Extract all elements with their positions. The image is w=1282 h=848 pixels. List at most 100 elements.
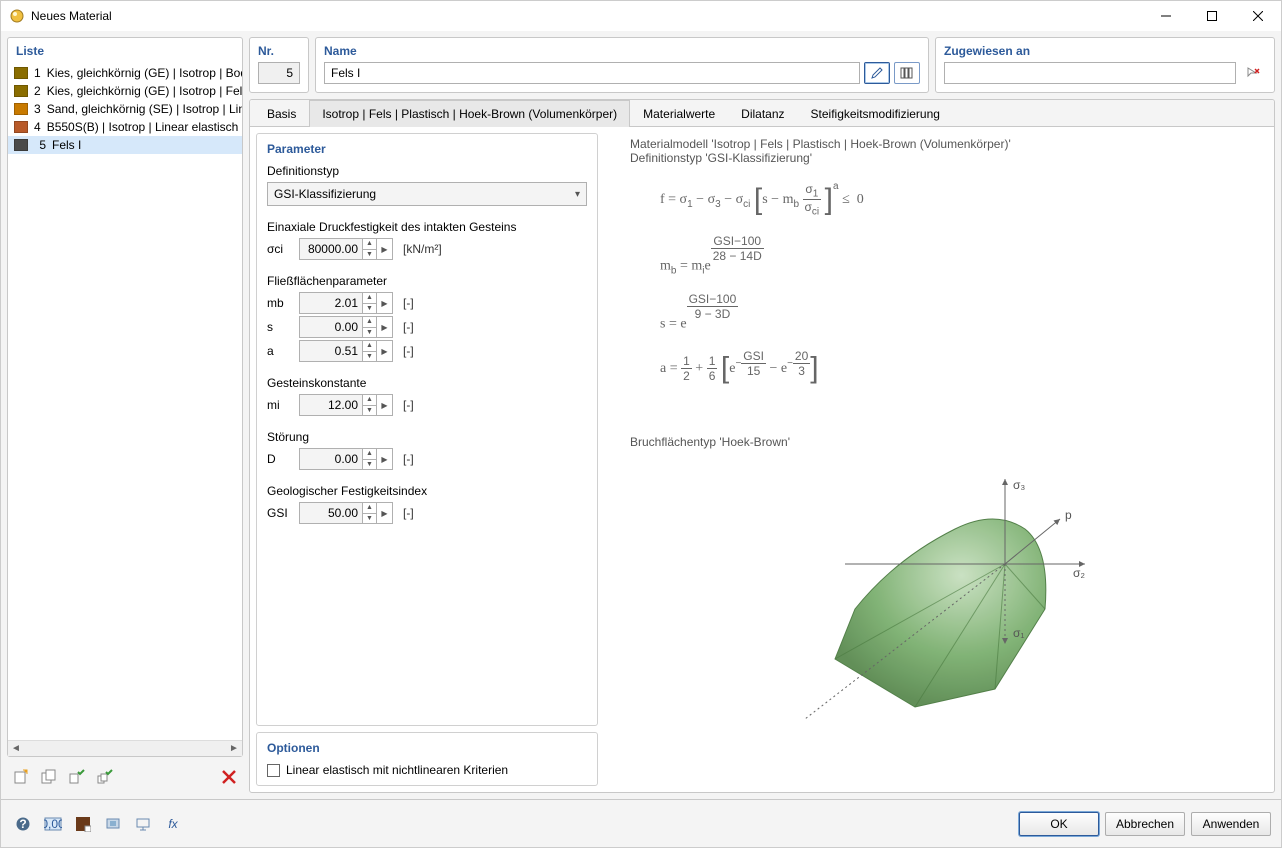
scroll-right-icon[interactable]: ►	[226, 741, 242, 757]
sigma-ci-step-button[interactable]: ▶	[377, 238, 393, 260]
list-item[interactable]: 2 Kies, gleichkörnig (GE) | Isotrop | Fe…	[8, 82, 242, 100]
assigned-label: Zugewiesen an	[944, 44, 1266, 58]
mi-unit: [-]	[403, 398, 414, 412]
parameter-panel: Parameter Definitionstyp GSI-Klassifizie…	[256, 133, 598, 726]
list-item[interactable]: 3 Sand, gleichkörnig (SE) | Isotrop | Li…	[8, 100, 242, 118]
sigma-ci-unit: [kN/m²]	[403, 242, 442, 256]
gsi-step-button[interactable]: ▶	[377, 502, 393, 524]
material-list[interactable]: 1 Kies, gleichkörnig (GE) | Isotrop | Bo…	[8, 64, 242, 740]
mi-label: mi	[267, 398, 293, 412]
library-button[interactable]	[894, 62, 920, 84]
duplicate-button[interactable]	[37, 765, 61, 789]
list-item[interactable]: 5 Fels I	[8, 136, 242, 154]
a-spinner[interactable]: ▲▼	[363, 340, 377, 362]
minimize-button[interactable]	[1143, 1, 1189, 31]
list-item[interactable]: 4 B550S(B) | Isotrop | Linear elastisch	[8, 118, 242, 136]
nr-label: Nr.	[258, 44, 300, 58]
tab[interactable]: Materialwerte	[630, 100, 728, 127]
function-button[interactable]: fx	[161, 812, 185, 836]
d-step-button[interactable]: ▶	[377, 448, 393, 470]
tab[interactable]: Dilatanz	[728, 100, 797, 127]
tab[interactable]: Isotrop | Fels | Plastisch | Hoek-Brown …	[309, 100, 630, 127]
s-step-button[interactable]: ▶	[377, 316, 393, 338]
explanation-panel: Materialmodell 'Isotrop | Fels | Plastis…	[616, 127, 1274, 792]
color-swatch	[14, 85, 28, 97]
assigned-panel: Zugewiesen an	[935, 37, 1275, 93]
app-icon	[9, 8, 25, 24]
surface-type-label: Bruchflächentyp 'Hoek-Brown'	[630, 435, 1260, 449]
a-input[interactable]	[299, 340, 363, 362]
tab[interactable]: Basis	[254, 100, 309, 127]
display-button[interactable]	[131, 812, 155, 836]
list-item-label: Fels I	[52, 138, 81, 152]
list-header: Liste	[8, 38, 242, 64]
units-button[interactable]: 0,00	[41, 812, 65, 836]
s-input[interactable]	[299, 316, 363, 338]
mb-unit: [-]	[403, 296, 414, 310]
assigned-input[interactable]	[944, 62, 1236, 84]
svg-text:0,00: 0,00	[44, 817, 62, 831]
scroll-left-icon[interactable]: ◄	[8, 741, 24, 757]
mi-step-button[interactable]: ▶	[377, 394, 393, 416]
titlebar: Neues Material	[1, 1, 1281, 31]
d-spinner[interactable]: ▲▼	[363, 448, 377, 470]
svg-text:p: p	[1065, 508, 1072, 522]
linear-elastic-checkbox[interactable]	[267, 764, 280, 777]
delete-button[interactable]	[217, 765, 241, 789]
mi-spinner[interactable]: ▲▼	[363, 394, 377, 416]
nr-input	[258, 62, 300, 84]
mb-step-button[interactable]: ▶	[377, 292, 393, 314]
svg-text:σ₁: σ₁	[1013, 626, 1024, 640]
pick-assigned-button[interactable]	[1240, 62, 1266, 84]
model-title-line1: Materialmodell 'Isotrop | Fels | Plastis…	[630, 137, 1260, 151]
hoek-brown-diagram: σ₃ σ₂ σ₁ p	[795, 469, 1095, 729]
d-label: D	[267, 452, 293, 466]
color-button[interactable]	[71, 812, 95, 836]
uniaxial-label: Einaxiale Druckfestigkeit des intakten G…	[267, 220, 587, 234]
svg-text:fx: fx	[168, 817, 178, 831]
mi-input[interactable]	[299, 394, 363, 416]
gsi-input[interactable]	[299, 502, 363, 524]
list-item[interactable]: 1 Kies, gleichkörnig (GE) | Isotrop | Bo…	[8, 64, 242, 82]
sigma-ci-input[interactable]	[299, 238, 363, 260]
disturbance-label: Störung	[267, 430, 587, 444]
list-item-num: 5	[34, 138, 46, 152]
maximize-button[interactable]	[1189, 1, 1235, 31]
s-label: s	[267, 320, 293, 334]
color-swatch	[14, 139, 28, 151]
list-item-label: Kies, gleichkörnig (GE) | Isotrop | Fels	[47, 84, 242, 98]
edit-name-button[interactable]	[864, 62, 890, 84]
options-header: Optionen	[267, 741, 587, 755]
check-single-button[interactable]	[65, 765, 89, 789]
mb-spinner[interactable]: ▲▼	[363, 292, 377, 314]
list-scrollbar[interactable]: ◄ ►	[8, 740, 242, 756]
name-label: Name	[324, 44, 920, 58]
formula-s: s = eGSI−1009 − 3D	[660, 292, 1260, 333]
d-unit: [-]	[403, 452, 414, 466]
list-item-label: B550S(B) | Isotrop | Linear elastisch	[47, 120, 239, 134]
apply-button[interactable]: Anwenden	[1191, 812, 1271, 836]
s-unit: [-]	[403, 320, 414, 334]
window-title: Neues Material	[31, 9, 1143, 23]
options-panel: Optionen Linear elastisch mit nichtlinea…	[256, 732, 598, 786]
mb-input[interactable]	[299, 292, 363, 314]
d-input[interactable]	[299, 448, 363, 470]
cancel-button[interactable]: Abbrechen	[1105, 812, 1185, 836]
s-spinner[interactable]: ▲▼	[363, 316, 377, 338]
close-button[interactable]	[1235, 1, 1281, 31]
a-step-button[interactable]: ▶	[377, 340, 393, 362]
new-item-button[interactable]	[9, 765, 33, 789]
definitiontype-combo[interactable]: GSI-Klassifizierung ▾	[267, 182, 587, 206]
tab[interactable]: Steifigkeitsmodifizierung	[798, 100, 953, 127]
check-all-button[interactable]	[93, 765, 117, 789]
preview-button[interactable]	[101, 812, 125, 836]
name-input[interactable]	[324, 62, 860, 84]
color-swatch	[14, 121, 28, 133]
sigma-ci-spinner[interactable]: ▲▼	[363, 238, 377, 260]
color-swatch	[14, 67, 28, 79]
gsi-spinner[interactable]: ▲▼	[363, 502, 377, 524]
gsi-unit: [-]	[403, 506, 414, 520]
ok-button[interactable]: OK	[1019, 812, 1099, 836]
a-unit: [-]	[403, 344, 414, 358]
help-button[interactable]: ?	[11, 812, 35, 836]
